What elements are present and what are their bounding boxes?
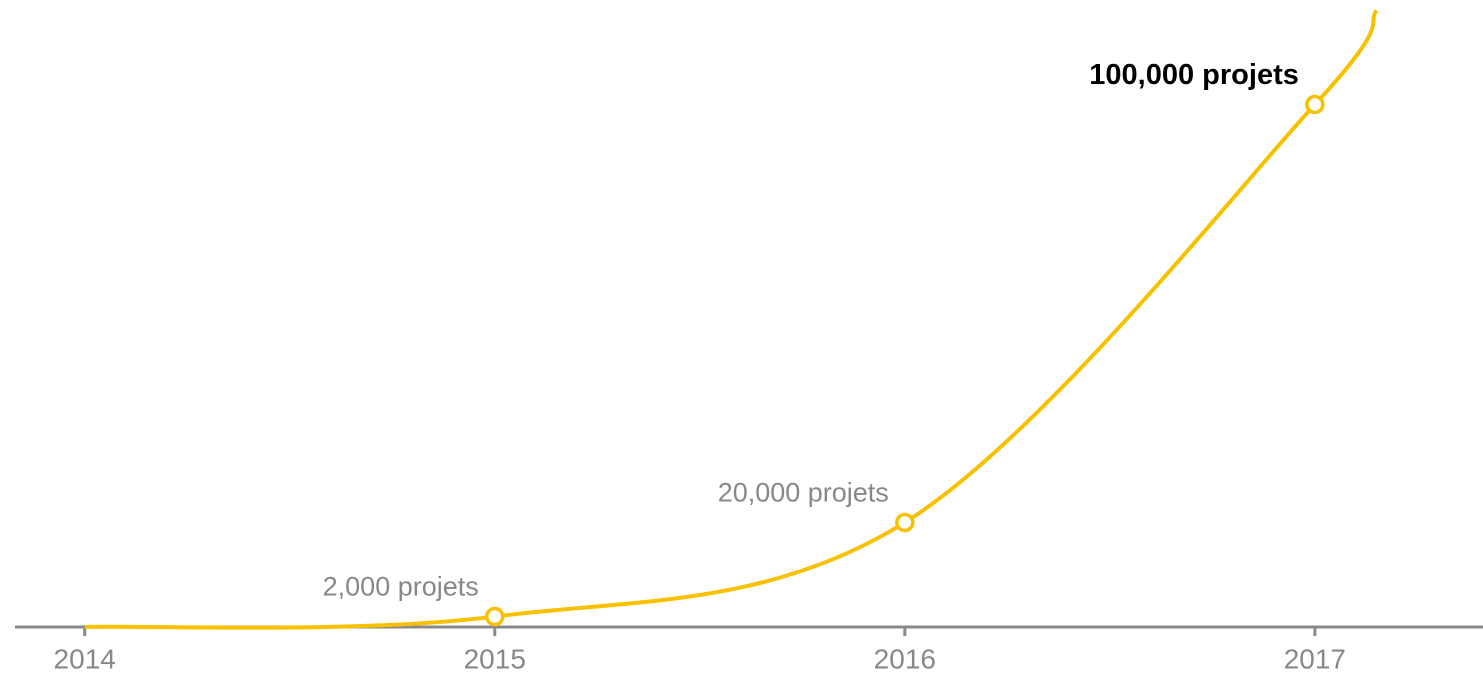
point-marker xyxy=(1305,94,1325,115)
value-label: 100,000 projets xyxy=(1089,59,1299,91)
point-marker xyxy=(895,512,915,533)
line xyxy=(84,9,1379,630)
x-tick-label: 2016 xyxy=(874,643,936,674)
x-tick-label: 2017 xyxy=(1284,643,1346,674)
x-tick-label: 2014 xyxy=(54,643,116,674)
value-label: 20,000 projets xyxy=(718,478,889,508)
value-label: 2,000 projets xyxy=(323,572,479,602)
point-marker xyxy=(485,606,505,627)
x-tick-label: 2015 xyxy=(464,643,526,674)
